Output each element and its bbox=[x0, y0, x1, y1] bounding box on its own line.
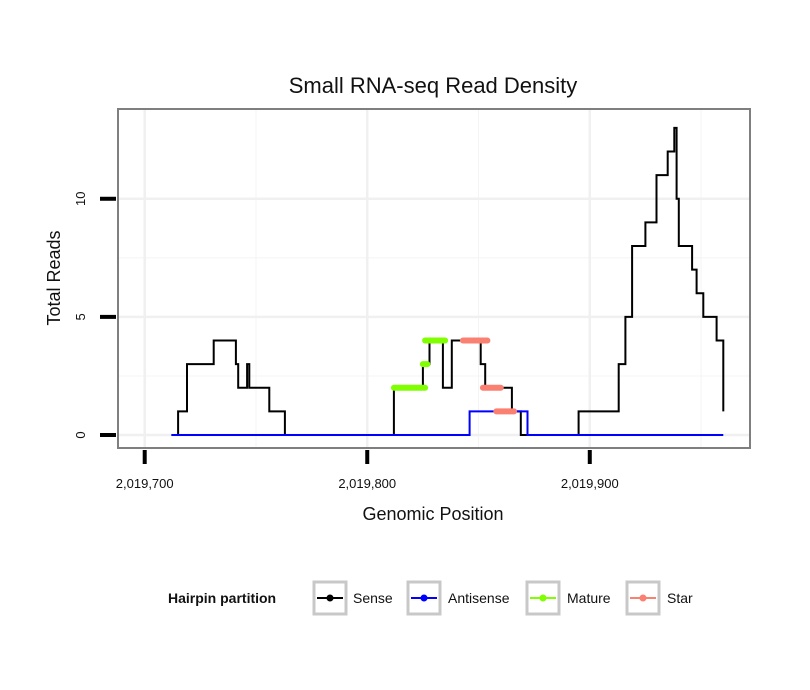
y-axis-title: Total Reads bbox=[44, 230, 64, 325]
legend-key-dot bbox=[639, 594, 647, 602]
legend: Hairpin partition Sense Antisense Mature St… bbox=[168, 580, 693, 616]
series-layer bbox=[171, 126, 725, 436]
legend-key-dot bbox=[326, 594, 334, 602]
legend-label: Mature bbox=[567, 590, 611, 606]
legend-item-antisense: Antisense bbox=[406, 580, 510, 616]
legend-item-star: Star bbox=[625, 580, 693, 616]
legend-item-sense: Sense bbox=[312, 580, 393, 616]
x-tick-label: 2,019,800 bbox=[338, 476, 396, 491]
x-tick-label: 2,019,900 bbox=[561, 476, 619, 491]
legend-key-dot bbox=[539, 594, 547, 602]
plot-border bbox=[117, 108, 751, 449]
legend-key-dot bbox=[420, 594, 428, 602]
y-tick-label: 10 bbox=[73, 192, 88, 206]
chart-title: Small RNA-seq Read Density bbox=[289, 73, 578, 98]
series-line-sense bbox=[171, 126, 725, 436]
y-tick-label: 5 bbox=[73, 313, 88, 320]
x-axis-title: Genomic Position bbox=[362, 504, 503, 524]
series-mature bbox=[390, 337, 449, 391]
y-tick-label: 0 bbox=[73, 431, 88, 438]
x-axis: 2,019,700 2,019,800 2,019,900 bbox=[116, 450, 619, 491]
legend-label: Antisense bbox=[448, 590, 510, 606]
series-sense bbox=[171, 126, 725, 436]
legend-label: Star bbox=[667, 590, 693, 606]
plot-area bbox=[118, 109, 750, 448]
legend-title: Hairpin partition bbox=[168, 590, 276, 606]
legend-item-mature: Mature bbox=[525, 580, 611, 616]
y-axis: 0 5 10 bbox=[73, 192, 116, 439]
series-star bbox=[459, 337, 518, 415]
legend-label: Sense bbox=[353, 590, 393, 606]
x-tick-label: 2,019,700 bbox=[116, 476, 174, 491]
